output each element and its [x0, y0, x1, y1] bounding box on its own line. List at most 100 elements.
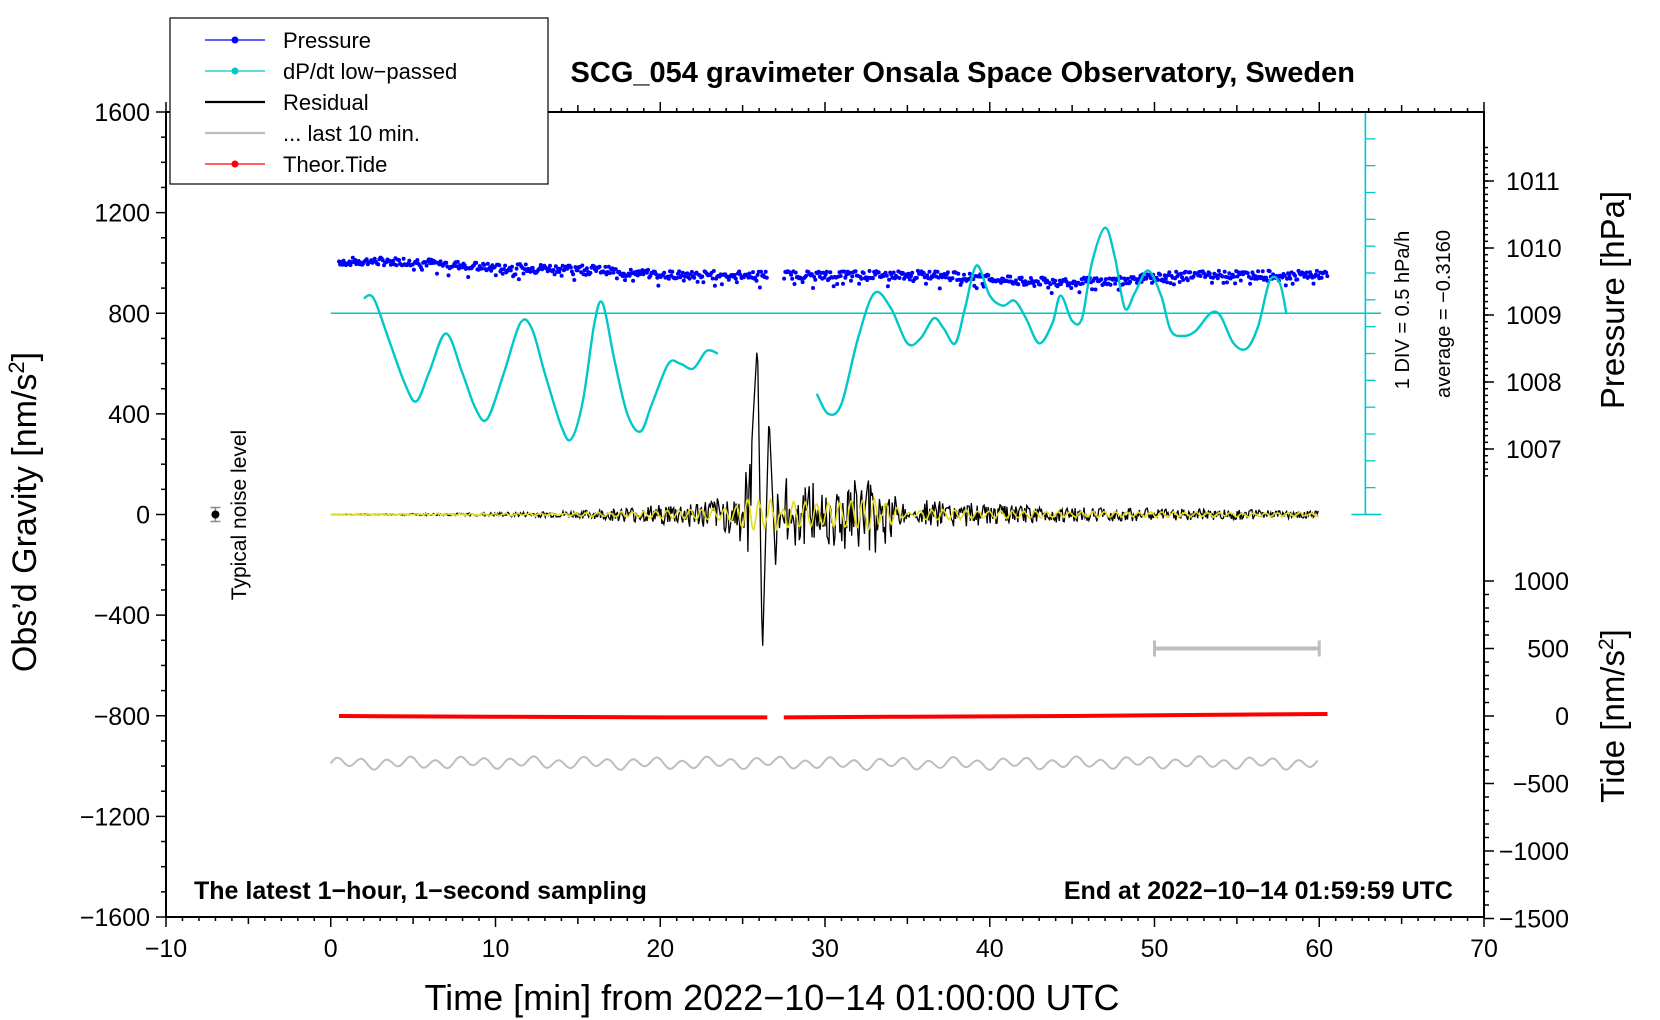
- pressure-point-1226: [530, 265, 535, 270]
- pressure-point-3690: [936, 275, 941, 280]
- tide-tick-label-5: −1500: [1499, 906, 1569, 934]
- pressure-point-3480: [902, 276, 907, 281]
- pressure-point-883: [474, 260, 479, 265]
- pressure-point-3053: [831, 284, 836, 289]
- pressure-point-442: [401, 256, 406, 261]
- pressure-point-5279: [1198, 274, 1203, 278]
- pressure-point-2997: [822, 275, 827, 280]
- pressure-point-5020: [1155, 277, 1160, 282]
- y-tick-label-1: 1200: [94, 200, 150, 228]
- y-tick-label-7: −1200: [80, 803, 150, 831]
- pressure-point-5524: [1238, 278, 1243, 283]
- pressure-point-5923: [1304, 270, 1309, 275]
- legend-marker-4: [231, 160, 239, 168]
- pressure-point-1212: [528, 269, 533, 274]
- pressure-point-5580: [1248, 281, 1253, 286]
- pressure-point-5349: [1210, 280, 1214, 285]
- x-tick-label-4: 30: [811, 935, 839, 963]
- pressure-point-4271: [1032, 284, 1037, 288]
- pressure-point-505: [411, 267, 416, 272]
- pressure-point-3151: [847, 270, 852, 275]
- pressure-point-813: [462, 263, 467, 268]
- pressure-point-3522: [909, 274, 913, 278]
- pressure-point-2927: [811, 286, 815, 290]
- dpdt-div-label: 1 DIV = 0.5 hPa/h: [1392, 231, 1414, 389]
- pressure-point-953: [485, 261, 490, 266]
- pressure-point-414: [397, 258, 401, 263]
- pressure-point-5489: [1233, 281, 1238, 286]
- pressure-point-3221: [859, 276, 864, 281]
- pressure-point-2864: [800, 280, 805, 285]
- pressure-point-5237: [1191, 274, 1196, 279]
- pressure-point-5069: [1163, 276, 1168, 281]
- x-tick-label-5: 40: [976, 935, 1004, 963]
- pressure-point-582: [424, 263, 429, 268]
- pressure-point-4677: [1099, 277, 1104, 282]
- pressure-point-2458: [733, 276, 738, 281]
- pressure-point-1387: [557, 270, 562, 274]
- pressure-point-1716: [611, 270, 616, 275]
- pressure-point-3991: [986, 273, 991, 278]
- pressure-point-5062: [1162, 273, 1167, 278]
- pressure-point-5384: [1215, 276, 1220, 281]
- pressure-point-4565: [1080, 281, 1085, 286]
- pressure-point-1401: [559, 273, 564, 278]
- pressure-point-3697: [937, 286, 942, 291]
- pressure-point-4642: [1093, 287, 1098, 292]
- pressure-point-5965: [1311, 281, 1316, 286]
- x-tick-label-1: 0: [324, 935, 338, 963]
- pressure-point-4124: [1008, 274, 1013, 279]
- pressure-point-4173: [1016, 282, 1021, 287]
- pressure-point-2227: [695, 279, 700, 284]
- pressure-point-5587: [1249, 276, 1254, 281]
- pressure-point-288: [376, 262, 381, 267]
- pressure-point-3116: [842, 269, 847, 274]
- pressure-point-3123: [843, 275, 848, 280]
- pressure-point-2941: [813, 277, 818, 282]
- series-layer: [210, 111, 1382, 772]
- pressure-tick-label-2: 1009: [1506, 302, 1562, 330]
- pressure-point-5202: [1185, 278, 1190, 283]
- pressure-point-554: [420, 267, 424, 272]
- pressure-point-2885: [804, 273, 809, 278]
- pressure-point-4369: [1048, 282, 1053, 287]
- pressure-point-4978: [1148, 276, 1153, 281]
- pressure-point-1058: [503, 263, 508, 268]
- pressure-point-4544: [1077, 290, 1082, 295]
- legend-label-0: Pressure: [283, 28, 371, 53]
- pressure-point-5090: [1167, 270, 1172, 275]
- pressure-point-2920: [809, 272, 814, 277]
- pressure-point-715: [446, 273, 451, 278]
- pressure-point-2073: [670, 269, 675, 274]
- pressure-point-5867: [1295, 277, 1300, 282]
- pressure-point-5482: [1231, 274, 1236, 279]
- pressure-point-2640: [763, 269, 768, 274]
- pressure-point-2647: [764, 275, 769, 280]
- pressure-point-3207: [857, 281, 862, 286]
- pressure-point-2136: [680, 270, 685, 275]
- pressure-point-1275: [538, 263, 543, 267]
- pressure-point-5160: [1178, 271, 1183, 276]
- pressure-point-5419: [1221, 280, 1226, 285]
- plot-frame: [165, 111, 1485, 918]
- pressure-point-477: [407, 258, 412, 263]
- dpdt-series-segment-1: [815, 226, 1288, 417]
- residual-series: [330, 352, 1319, 646]
- pressure-point-1184: [523, 262, 528, 267]
- pressure-point-2822: [793, 270, 798, 275]
- pressure-point-1023: [497, 263, 502, 268]
- pressure-point-3095: [838, 274, 843, 278]
- legend-label-4: Theor.Tide: [283, 152, 387, 177]
- pressure-point-932: [482, 262, 487, 267]
- pressure-point-2325: [711, 269, 716, 273]
- pressure-point-2192: [689, 269, 694, 274]
- pressure-point-2794: [789, 272, 794, 277]
- pressure-point-5216: [1188, 270, 1193, 275]
- pressure-point-3074: [835, 282, 840, 286]
- y-tick-label-6: −800: [94, 703, 150, 731]
- x-tick-label-2: 10: [482, 935, 510, 963]
- pressure-point-1408: [560, 263, 565, 268]
- pressure-point-1170: [521, 271, 526, 276]
- pressure-point-5034: [1158, 272, 1163, 277]
